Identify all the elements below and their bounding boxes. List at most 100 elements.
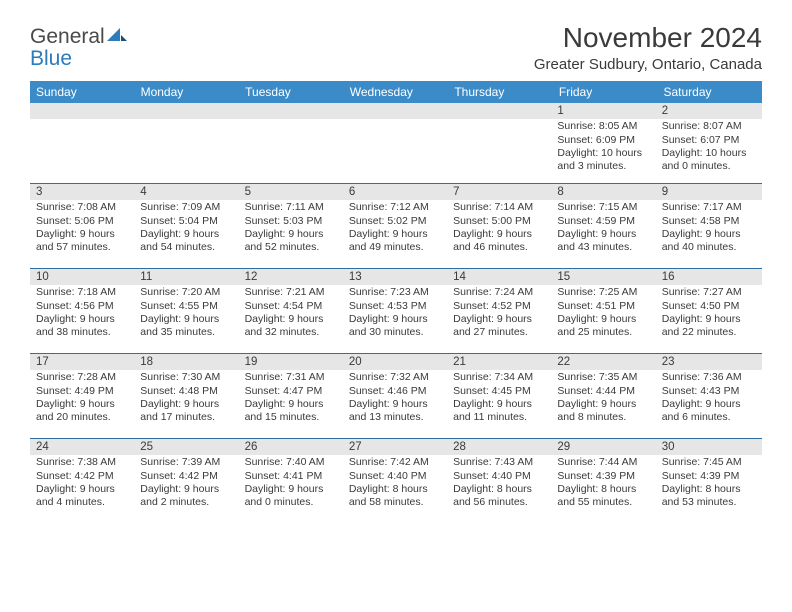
calendar-cell: 17Sunrise: 7:28 AMSunset: 4:49 PMDayligh… — [30, 354, 136, 438]
daylight-text: Daylight: 9 hours — [140, 313, 236, 326]
daylight-text: and 38 minutes. — [36, 326, 132, 339]
sunset-text: Sunset: 4:44 PM — [557, 385, 653, 398]
daylight-text: Daylight: 9 hours — [662, 398, 758, 411]
logo-word-2: Blue — [30, 47, 72, 70]
calendar-cell: 6Sunrise: 7:12 AMSunset: 5:02 PMDaylight… — [345, 184, 449, 268]
calendar-cell: 30Sunrise: 7:45 AMSunset: 4:39 PMDayligh… — [658, 439, 762, 523]
empty-date-strip — [449, 103, 553, 119]
sunset-text: Sunset: 4:43 PM — [662, 385, 758, 398]
date-number: 26 — [241, 439, 345, 455]
date-number: 18 — [136, 354, 240, 370]
date-number: 4 — [136, 184, 240, 200]
calendar-cell: 3Sunrise: 7:08 AMSunset: 5:06 PMDaylight… — [30, 184, 136, 268]
calendar-cell: 27Sunrise: 7:42 AMSunset: 4:40 PMDayligh… — [345, 439, 449, 523]
sunset-text: Sunset: 4:42 PM — [140, 470, 236, 483]
sunset-text: Sunset: 5:03 PM — [245, 215, 341, 228]
sunset-text: Sunset: 4:47 PM — [245, 385, 341, 398]
weekday-header: Sunday — [30, 81, 135, 103]
date-number: 17 — [30, 354, 136, 370]
sunrise-text: Sunrise: 7:20 AM — [140, 286, 236, 299]
daylight-text: Daylight: 9 hours — [662, 228, 758, 241]
calendar-cell: 18Sunrise: 7:30 AMSunset: 4:48 PMDayligh… — [136, 354, 240, 438]
daylight-text: and 20 minutes. — [36, 411, 132, 424]
daylight-text: and 58 minutes. — [349, 496, 445, 509]
empty-date-strip — [30, 103, 136, 119]
calendar-cell — [30, 103, 136, 183]
daylight-text: and 0 minutes. — [245, 496, 341, 509]
calendar-cell: 19Sunrise: 7:31 AMSunset: 4:47 PMDayligh… — [241, 354, 345, 438]
daylight-text: Daylight: 9 hours — [349, 313, 445, 326]
date-number: 23 — [658, 354, 762, 370]
sunrise-text: Sunrise: 7:36 AM — [662, 371, 758, 384]
calendar-grid: 1Sunrise: 8:05 AMSunset: 6:09 PMDaylight… — [30, 103, 762, 523]
sunset-text: Sunset: 4:49 PM — [36, 385, 132, 398]
sunset-text: Sunset: 4:45 PM — [453, 385, 549, 398]
date-number: 5 — [241, 184, 345, 200]
date-number: 27 — [345, 439, 449, 455]
date-number: 16 — [658, 269, 762, 285]
logo-sail-icon — [107, 26, 127, 47]
sunset-text: Sunset: 4:41 PM — [245, 470, 341, 483]
daylight-text: Daylight: 9 hours — [557, 313, 653, 326]
date-number: 6 — [345, 184, 449, 200]
sunrise-text: Sunrise: 7:31 AM — [245, 371, 341, 384]
calendar-cell: 21Sunrise: 7:34 AMSunset: 4:45 PMDayligh… — [449, 354, 553, 438]
daylight-text: Daylight: 9 hours — [453, 228, 549, 241]
sunrise-text: Sunrise: 7:23 AM — [349, 286, 445, 299]
calendar-cell: 2Sunrise: 8:07 AMSunset: 6:07 PMDaylight… — [658, 103, 762, 183]
calendar-cell: 20Sunrise: 7:32 AMSunset: 4:46 PMDayligh… — [345, 354, 449, 438]
title-block: November 2024 Greater Sudbury, Ontario, … — [534, 22, 762, 73]
sunset-text: Sunset: 4:53 PM — [349, 300, 445, 313]
weekday-header: Saturday — [657, 81, 762, 103]
date-number: 8 — [553, 184, 657, 200]
calendar-row: 10Sunrise: 7:18 AMSunset: 4:56 PMDayligh… — [30, 268, 762, 353]
daylight-text: and 6 minutes. — [662, 411, 758, 424]
sunset-text: Sunset: 4:40 PM — [349, 470, 445, 483]
sunset-text: Sunset: 4:54 PM — [245, 300, 341, 313]
daylight-text: and 3 minutes. — [557, 160, 653, 173]
sunset-text: Sunset: 5:00 PM — [453, 215, 549, 228]
date-number: 25 — [136, 439, 240, 455]
location-subtitle: Greater Sudbury, Ontario, Canada — [534, 56, 762, 73]
sunrise-text: Sunrise: 8:05 AM — [557, 120, 653, 133]
calendar-cell: 1Sunrise: 8:05 AMSunset: 6:09 PMDaylight… — [553, 103, 657, 183]
daylight-text: Daylight: 9 hours — [453, 398, 549, 411]
daylight-text: Daylight: 9 hours — [245, 228, 341, 241]
sunrise-text: Sunrise: 7:28 AM — [36, 371, 132, 384]
daylight-text: and 56 minutes. — [453, 496, 549, 509]
daylight-text: and 4 minutes. — [36, 496, 132, 509]
calendar-cell: 22Sunrise: 7:35 AMSunset: 4:44 PMDayligh… — [553, 354, 657, 438]
daylight-text: and 57 minutes. — [36, 241, 132, 254]
date-number: 12 — [241, 269, 345, 285]
daylight-text: and 17 minutes. — [140, 411, 236, 424]
daylight-text: and 40 minutes. — [662, 241, 758, 254]
daylight-text: and 30 minutes. — [349, 326, 445, 339]
sunset-text: Sunset: 6:09 PM — [557, 134, 653, 147]
sunset-text: Sunset: 4:46 PM — [349, 385, 445, 398]
daylight-text: Daylight: 8 hours — [349, 483, 445, 496]
calendar-cell: 7Sunrise: 7:14 AMSunset: 5:00 PMDaylight… — [449, 184, 553, 268]
sunrise-text: Sunrise: 7:27 AM — [662, 286, 758, 299]
date-number: 14 — [449, 269, 553, 285]
daylight-text: and 25 minutes. — [557, 326, 653, 339]
calendar-cell: 28Sunrise: 7:43 AMSunset: 4:40 PMDayligh… — [449, 439, 553, 523]
date-number: 11 — [136, 269, 240, 285]
daylight-text: and 52 minutes. — [245, 241, 341, 254]
calendar-row: 17Sunrise: 7:28 AMSunset: 4:49 PM Dayligh… — [30, 353, 762, 438]
sunset-text: Sunset: 4:50 PM — [662, 300, 758, 313]
date-number: 20 — [345, 354, 449, 370]
date-number: 22 — [553, 354, 657, 370]
sunset-text: Sunset: 4:48 PM — [140, 385, 236, 398]
calendar-cell: 14Sunrise: 7:24 AMSunset: 4:52 PMDayligh… — [449, 269, 553, 353]
daylight-text: Daylight: 10 hours — [557, 147, 653, 160]
calendar-cell — [345, 103, 449, 183]
weekday-header-row: Sunday Monday Tuesday Wednesday Thursday… — [30, 81, 762, 103]
daylight-text: Daylight: 8 hours — [453, 483, 549, 496]
daylight-text: Daylight: 9 hours — [245, 398, 341, 411]
calendar-cell: 25Sunrise: 7:39 AMSunset: 4:42 PMDayligh… — [136, 439, 240, 523]
daylight-text: and 53 minutes. — [662, 496, 758, 509]
daylight-text: and 54 minutes. — [140, 241, 236, 254]
daylight-text: Daylight: 9 hours — [36, 483, 132, 496]
sunset-text: Sunset: 4:42 PM — [36, 470, 132, 483]
empty-date-strip — [345, 103, 449, 119]
